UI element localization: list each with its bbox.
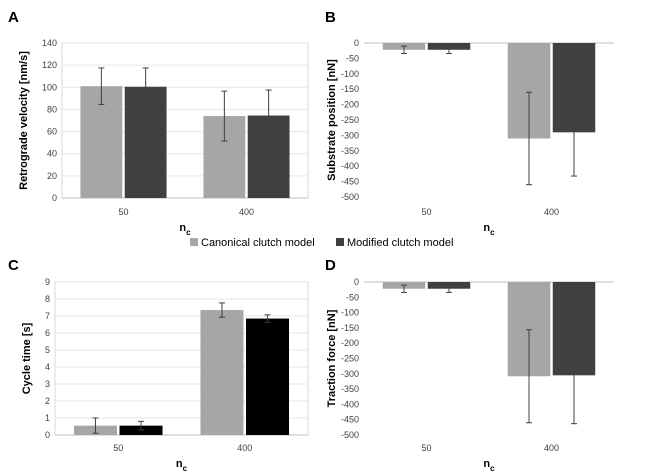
- y-tick-label: 20: [47, 171, 57, 181]
- error-bar: [526, 91, 532, 186]
- error-bar: [221, 90, 228, 142]
- y-tick-label: 9: [45, 277, 50, 287]
- y-tick-label: -200: [341, 338, 359, 348]
- y-tick-label: -300: [341, 369, 359, 379]
- y-tick-label: 60: [47, 127, 57, 137]
- bar-modified-400: [246, 318, 290, 435]
- x-tick-label: 50: [113, 443, 123, 453]
- x-tick-label: 400: [544, 207, 559, 217]
- y-tick-label: -150: [341, 84, 359, 94]
- x-axis-label: nc: [179, 222, 191, 237]
- x-tick-label: 50: [421, 207, 431, 217]
- y-tick-label: 8: [45, 294, 50, 304]
- y-tick-label: 6: [45, 328, 50, 338]
- y-tick-label: 120: [42, 60, 57, 70]
- x-axis-label: nc: [176, 458, 188, 473]
- legend-label-canonical: Canonical clutch model: [201, 237, 315, 249]
- panel-b: B 0 -50 -100 -150 -200 -250 -300 -350 -400 -450 -50…: [325, 9, 614, 237]
- y-tick-label: -400: [341, 399, 359, 409]
- legend-label-modified: Modified clutch model: [347, 237, 453, 249]
- y-axis-label: Traction force [nN]: [326, 309, 338, 407]
- error-bar: [446, 45, 452, 54]
- y-axis-label: Retrograde velocity [nm/s]: [18, 51, 30, 190]
- y-tick-label: -500: [341, 192, 359, 202]
- y-tick-label: 5: [45, 345, 50, 355]
- y-tick-label: 4: [45, 362, 50, 372]
- y-axis-label: Cycle time [s]: [21, 322, 33, 394]
- error-bar: [571, 88, 577, 177]
- y-tick-label: 140: [42, 38, 57, 48]
- error-bar: [92, 417, 99, 434]
- x-axis-label: nc: [483, 222, 495, 237]
- error-bar: [142, 67, 149, 107]
- y-tick-label: -100: [341, 308, 359, 318]
- y-tick-label: 1: [45, 413, 50, 423]
- y-tick-label: -400: [341, 161, 359, 171]
- y-tick-label: 40: [47, 149, 57, 159]
- panel-letter: A: [8, 9, 19, 26]
- y-tick-label: -250: [341, 354, 359, 364]
- x-tick-label: 50: [118, 207, 128, 217]
- y-tick-label: 0: [52, 193, 57, 203]
- panel-c: C 0 1 2 3 4 5 6 7 8 9 50 400 Cycle time [s] nc: [8, 257, 309, 473]
- x-tick-label: 400: [239, 207, 254, 217]
- panel-letter: B: [325, 9, 336, 26]
- y-tick-label: 7: [45, 311, 50, 321]
- error-bar: [401, 45, 407, 54]
- y-tick-label: 0: [354, 38, 359, 48]
- error-bar: [138, 420, 145, 431]
- error-bar: [526, 329, 532, 424]
- y-tick-label: -450: [341, 177, 359, 187]
- y-axis-label: Substrate position [nN]: [326, 59, 338, 181]
- error-bar: [446, 284, 452, 293]
- panel-a: A 0 20 40 60 80 100 120 140 50 400 Retrograde veloc…: [8, 9, 309, 237]
- legend-swatch-modified: [336, 238, 344, 246]
- y-tick-label: 2: [45, 396, 50, 406]
- y-tick-label: -300: [341, 130, 359, 140]
- y-tick-label: -250: [341, 115, 359, 125]
- legend: Canonical clutch model Modified clutch m…: [190, 237, 453, 249]
- x-tick-label: 400: [237, 443, 252, 453]
- x-tick-label: 400: [544, 443, 559, 453]
- y-tick-label: -200: [341, 100, 359, 110]
- error-bar: [264, 314, 271, 323]
- error-bar: [401, 284, 407, 293]
- error-bar: [98, 67, 105, 105]
- y-tick-label: -350: [341, 384, 359, 394]
- y-tick-label: 0: [45, 430, 50, 440]
- y-tick-label: -350: [341, 146, 359, 156]
- y-tick-label: -150: [341, 323, 359, 333]
- y-tick-label: 100: [42, 82, 57, 92]
- bar-canonical-400: [200, 310, 244, 435]
- panel-letter: C: [8, 257, 19, 274]
- y-tick-label: 80: [47, 104, 57, 114]
- error-bar: [265, 89, 272, 142]
- y-tick-label: -50: [346, 53, 359, 63]
- x-tick-label: 50: [421, 443, 431, 453]
- y-tick-label: 0: [354, 277, 359, 287]
- x-axis-label: nc: [483, 458, 495, 473]
- y-tick-label: 3: [45, 379, 50, 389]
- y-tick-label: -50: [346, 292, 359, 302]
- panel-letter: D: [325, 257, 336, 274]
- legend-swatch-canonical: [190, 238, 198, 246]
- error-bar: [571, 326, 577, 425]
- panel-d: D 0 -50 -100 -150 -200 -250 -300 -350 -400 -450 -50…: [325, 257, 614, 473]
- y-tick-label: -100: [341, 69, 359, 79]
- y-tick-label: -500: [341, 430, 359, 440]
- error-bar: [218, 302, 225, 318]
- y-tick-label: -450: [341, 415, 359, 425]
